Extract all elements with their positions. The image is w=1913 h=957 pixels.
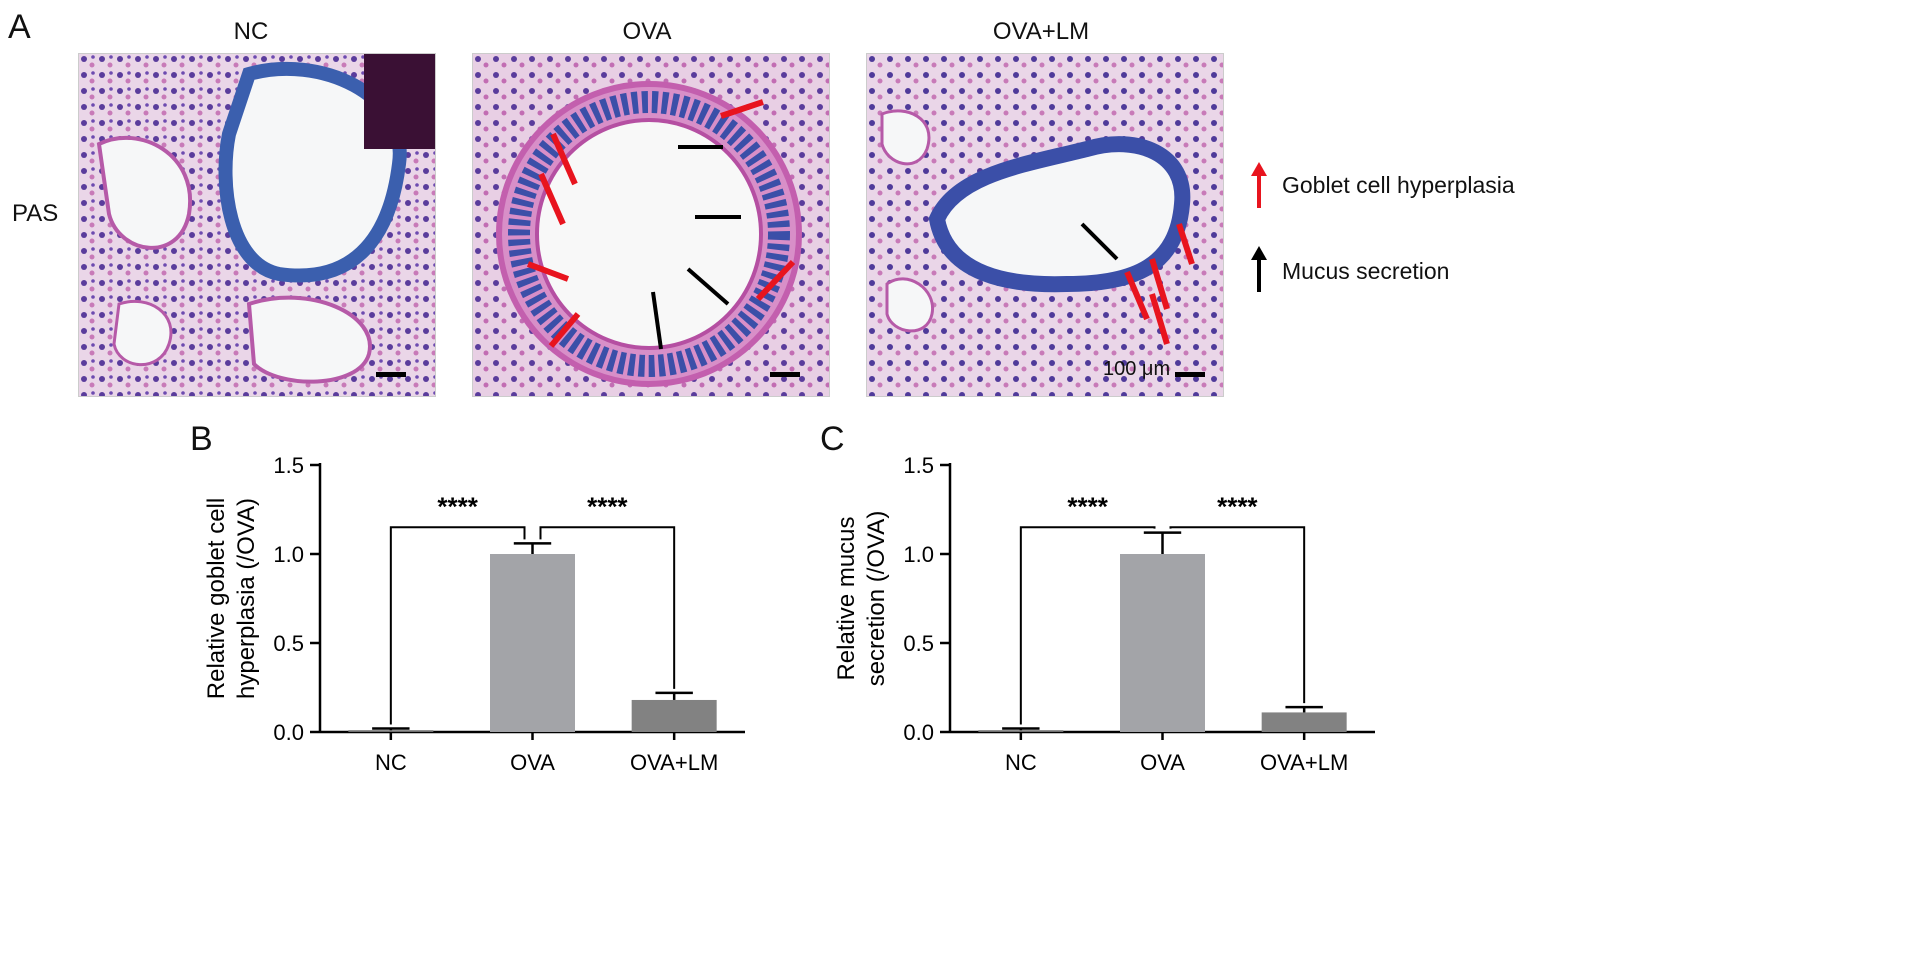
y-tick-label: 0.5 xyxy=(903,631,934,656)
significance-label: **** xyxy=(587,491,628,521)
scale-bar-ova-lm xyxy=(1175,372,1205,377)
x-tick-label: NC xyxy=(375,750,407,775)
significance-label: **** xyxy=(1217,491,1258,521)
scale-bar-label: 100 μm xyxy=(1103,358,1171,380)
y-tick-label: 1.0 xyxy=(273,542,304,567)
y-tick-label: 1.5 xyxy=(273,453,304,478)
micrograph-nc xyxy=(78,53,436,397)
chart-b: Relative goblet cell hyperplasia (/OVA) 0.… xyxy=(203,453,745,775)
panel-a-label: A xyxy=(8,8,31,46)
significance-bracket xyxy=(539,526,676,689)
x-tick-label: OVA+LM xyxy=(1260,750,1348,775)
x-tick-label: OVA+LM xyxy=(630,750,718,775)
micrograph-ova xyxy=(472,53,830,397)
panel-b-label: B xyxy=(190,420,213,458)
x-tick-label: OVA xyxy=(1140,750,1185,775)
column-title-ova-lm: OVA+LM xyxy=(992,18,1090,45)
significance-bracket xyxy=(1169,526,1306,704)
y-tick-label: 0.5 xyxy=(273,631,304,656)
y-tick-label: 1.0 xyxy=(903,542,934,567)
panel-c-label: C xyxy=(820,420,845,458)
y-axis-label-line: Relative goblet cell xyxy=(203,498,230,699)
y-axis-label-line: Relative mucus xyxy=(833,516,860,680)
column-title-nc: NC xyxy=(233,18,269,45)
column-title-ova: OVA xyxy=(622,18,672,45)
x-tick-label: NC xyxy=(1005,750,1037,775)
red-up-arrow-icon xyxy=(1251,162,1267,210)
x-tick-label: OVA xyxy=(510,750,555,775)
bar xyxy=(1120,554,1205,732)
scale-bar-ova xyxy=(770,372,800,377)
y-axis-label-line: secretion (/OVA) xyxy=(863,511,890,687)
row-label-pas: PAS xyxy=(12,200,59,227)
significance-label: **** xyxy=(437,491,478,521)
bar xyxy=(978,730,1064,732)
y-tick-label: 0.0 xyxy=(273,720,304,745)
significance-bracket xyxy=(1019,526,1156,725)
y-axis-label-line: hyperplasia (/OVA) xyxy=(233,498,260,699)
significance-label: **** xyxy=(1067,491,1108,521)
legend-mucus-label: Mucus secretion xyxy=(1282,258,1450,284)
y-tick-label: 0.0 xyxy=(903,720,934,745)
bar xyxy=(348,730,434,732)
legend-goblet-label: Goblet cell hyperplasia xyxy=(1282,172,1515,198)
bar xyxy=(1261,712,1347,732)
chart-c: Relative mucus secretion (/OVA) 0.0 0.5 1.0 1… xyxy=(833,453,1375,775)
y-tick-label: 1.5 xyxy=(903,453,934,478)
micrograph-ova-lm: 100 μm xyxy=(866,53,1224,397)
black-up-arrow-icon xyxy=(1251,246,1267,294)
significance-bracket xyxy=(389,526,526,725)
scale-bar-nc xyxy=(376,372,406,377)
bar xyxy=(490,554,575,732)
bar xyxy=(631,699,717,732)
